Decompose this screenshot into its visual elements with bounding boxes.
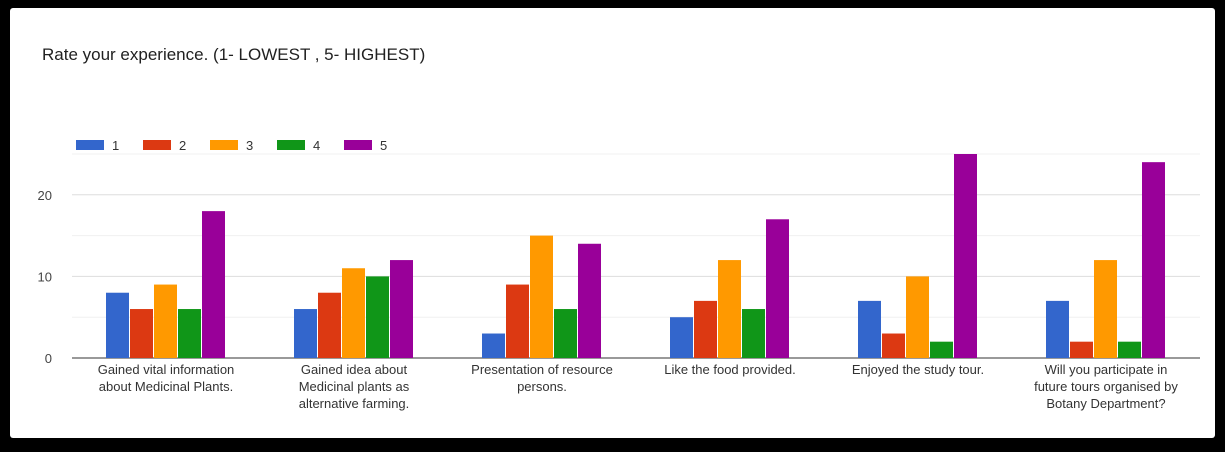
legend: 1 2 3 4 5 [76,138,387,153]
bar-series-2-cat-3[interactable] [506,284,529,358]
bar-series-2-cat-6[interactable] [1070,341,1093,358]
legend-swatch [76,140,104,150]
bar-series-5-cat-2[interactable] [390,260,413,358]
bar-group-5 [858,154,977,358]
y-tick-label: 0 [45,351,52,366]
y-tick-label: 10 [38,269,52,284]
bar-series-3-cat-4[interactable] [718,260,741,358]
bar-group-4 [670,219,789,358]
bar-group-1 [106,211,225,358]
bar-series-4-cat-1[interactable] [178,309,201,358]
bar-series-5-cat-4[interactable] [766,219,789,358]
bar-series-2-cat-2[interactable] [318,292,341,358]
legend-item-1[interactable]: 1 [76,138,119,153]
category-label: Gained vital information about Medicinal … [98,362,235,394]
bar-series-5-cat-6[interactable] [1142,162,1165,358]
bar-series-2-cat-4[interactable] [694,300,717,358]
bar-series-4-cat-4[interactable] [742,309,765,358]
bar-series-5-cat-1[interactable] [202,211,225,358]
grid-lines [72,153,1200,359]
bar-chart: 0 10 20 1 2 3 4 5 Gained vital information abou… [38,138,1200,411]
y-axis: 0 10 20 [38,188,52,366]
bar-series-3-cat-1[interactable] [154,284,177,358]
chart-card: Rate your experience. (1- LOWEST , 5- HI… [10,8,1215,438]
bar-series-4-cat-2[interactable] [366,276,389,358]
legend-label: 2 [179,138,186,153]
legend-label: 1 [112,138,119,153]
category-label: Presentation of resource persons. [471,362,613,394]
bar-series-2-cat-5[interactable] [882,333,905,358]
x-axis: Gained vital information about Medicinal … [98,362,1179,411]
bar-series-3-cat-3[interactable] [530,235,553,358]
bar-series-3-cat-6[interactable] [1094,260,1117,358]
legend-item-4[interactable]: 4 [277,138,320,153]
legend-label: 4 [313,138,320,153]
category-label: Gained idea about Medicinal plants as alte… [299,362,410,411]
legend-swatch [210,140,238,150]
legend-swatch [143,140,171,150]
bar-series-1-cat-5[interactable] [858,300,881,358]
y-tick-label: 20 [38,188,52,203]
bar-series-4-cat-6[interactable] [1118,341,1141,358]
bar-series-5-cat-5[interactable] [954,154,977,358]
bars [106,154,1165,358]
legend-item-2[interactable]: 2 [143,138,186,153]
category-label: Like the food provided. [664,362,796,377]
legend-label: 5 [380,138,387,153]
category-label: Will you participate in future tours orga… [1034,362,1178,411]
bar-series-1-cat-4[interactable] [670,317,693,358]
bar-series-1-cat-2[interactable] [294,309,317,358]
bar-series-3-cat-2[interactable] [342,268,365,358]
category-label: Enjoyed the study tour. [852,362,984,377]
bar-series-5-cat-3[interactable] [578,243,601,358]
bar-series-1-cat-1[interactable] [106,292,129,358]
legend-item-5[interactable]: 5 [344,138,387,153]
bar-group-3 [482,235,601,358]
chart-title: Rate your experience. (1- LOWEST , 5- HI… [42,45,426,64]
bar-series-1-cat-3[interactable] [482,333,505,358]
bar-group-6 [1046,162,1165,358]
legend-swatch [344,140,372,150]
bar-series-2-cat-1[interactable] [130,309,153,358]
bar-series-4-cat-5[interactable] [930,341,953,358]
legend-swatch [277,140,305,150]
legend-label: 3 [246,138,253,153]
legend-item-3[interactable]: 3 [210,138,253,153]
bar-series-1-cat-6[interactable] [1046,300,1069,358]
bar-series-3-cat-5[interactable] [906,276,929,358]
bar-group-2 [294,260,413,358]
bar-series-4-cat-3[interactable] [554,309,577,358]
